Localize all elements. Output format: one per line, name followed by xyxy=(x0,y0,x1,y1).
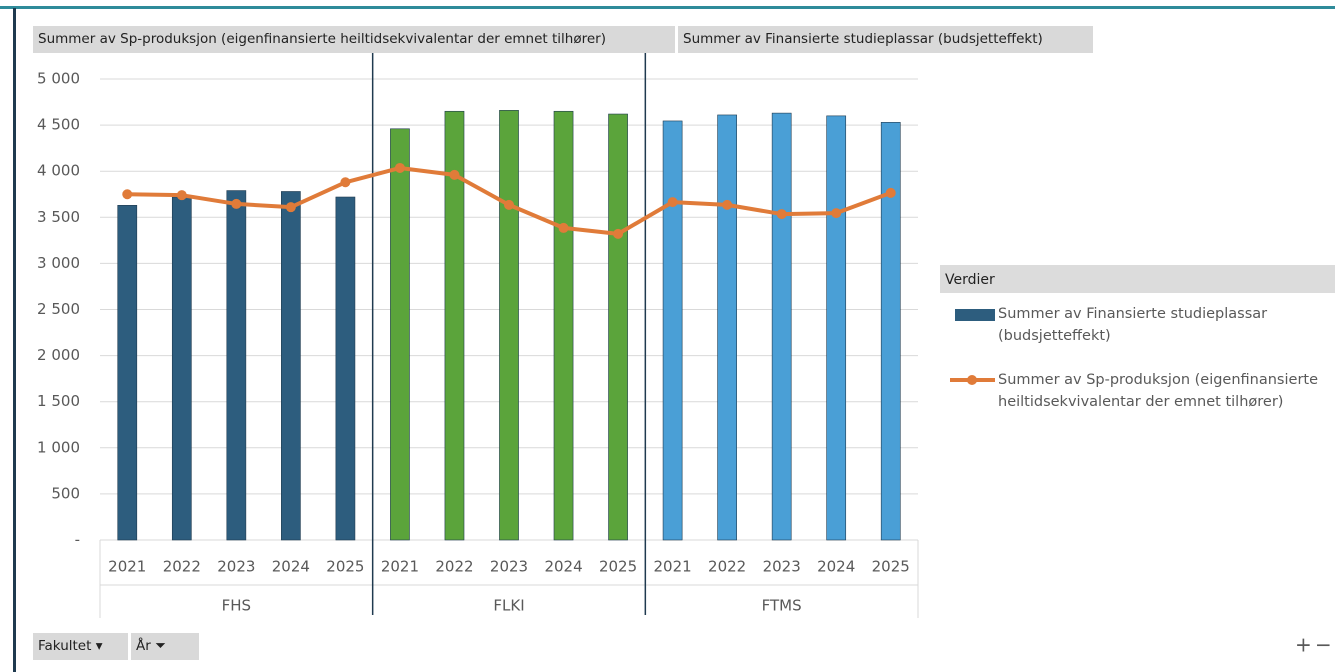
legend-entry: Summer av Sp-produksjon (eigenfinansiert… xyxy=(998,372,1319,410)
bar xyxy=(335,196,356,541)
x-tick-label: 2022 xyxy=(435,558,473,576)
bar xyxy=(117,205,138,541)
x-tick-label: 2021 xyxy=(654,558,692,576)
group-label: FTMS xyxy=(762,597,802,615)
line-marker xyxy=(722,199,733,210)
line-marker xyxy=(776,209,787,220)
line-marker xyxy=(285,202,296,213)
line-marker xyxy=(613,228,624,239)
x-tick-label: 2022 xyxy=(708,558,746,576)
bar xyxy=(608,113,628,541)
x-tick-label: 2025 xyxy=(599,558,637,576)
line-marker xyxy=(176,190,187,201)
legend-header xyxy=(940,265,1335,293)
field-button[interactable]: Summer av Finansierte studieplassar (bud… xyxy=(678,26,1093,53)
bar xyxy=(717,114,737,541)
bar xyxy=(390,128,410,541)
bar xyxy=(226,190,247,541)
x-tick-label: 2023 xyxy=(763,558,801,576)
line-marker xyxy=(667,197,678,208)
line-marker xyxy=(504,199,514,210)
row-field-button[interactable]: Fakultet ▾ xyxy=(33,633,128,660)
legend-entry: Summer av Finansierte studieplassar (bud… xyxy=(998,306,1268,344)
bar xyxy=(444,110,465,541)
line-marker xyxy=(394,162,405,173)
left-border xyxy=(13,8,16,672)
line-marker xyxy=(340,177,351,188)
bar xyxy=(281,191,301,541)
plus-minus[interactable]: + − xyxy=(1295,633,1332,657)
line-marker xyxy=(122,189,133,200)
y-tick-label: 1 000 xyxy=(37,438,80,456)
x-tick-label: 2024 xyxy=(544,558,582,576)
y-tick-label: 3 500 xyxy=(37,208,80,226)
svg-text:−: − xyxy=(1315,633,1332,657)
y-tick-label: 4 000 xyxy=(37,162,80,180)
y-tick-label: 1 500 xyxy=(37,392,80,410)
x-tick-label: 2025 xyxy=(326,558,364,576)
y-tick-label: 3 000 xyxy=(37,254,80,272)
x-tick-label: 2023 xyxy=(490,558,528,576)
x-tick-label: 2022 xyxy=(163,558,201,576)
row-field-button[interactable]: År ⏷ xyxy=(131,633,199,660)
x-tick-label: 2023 xyxy=(217,558,255,576)
line-marker xyxy=(231,198,242,209)
legend-swatch xyxy=(955,309,995,321)
bar xyxy=(171,196,192,541)
bar xyxy=(499,110,519,541)
bar xyxy=(553,110,574,541)
legend-title: Verdier xyxy=(945,272,995,288)
y-tick-label: 500 xyxy=(51,484,80,502)
y-tick-label: 2 500 xyxy=(37,300,80,318)
y-tick-label: 2 000 xyxy=(37,346,80,364)
x-tick-label: 2021 xyxy=(108,558,146,576)
bar xyxy=(662,120,683,541)
svg-text:+: + xyxy=(1295,633,1312,657)
field-button[interactable]: Summer av Sp-produksjon (eigenfinansiert… xyxy=(33,26,675,53)
y-tick-label: - xyxy=(75,531,80,549)
top-border xyxy=(0,6,1335,9)
y-tick-label: 4 500 xyxy=(37,116,80,134)
bar xyxy=(880,122,901,541)
x-tick-label: 2024 xyxy=(817,558,855,576)
x-tick-label: 2021 xyxy=(381,558,419,576)
bar xyxy=(771,112,792,541)
line-marker xyxy=(885,187,896,198)
x-tick-label: 2024 xyxy=(272,558,310,576)
group-label: FHS xyxy=(222,597,251,615)
line-marker xyxy=(558,222,569,233)
line-marker xyxy=(449,169,460,180)
y-tick-label: 5 000 xyxy=(37,70,80,88)
row-field: År xyxy=(136,638,151,654)
x-tick-label: 2025 xyxy=(872,558,910,576)
bar xyxy=(826,115,847,541)
group-label: FLKI xyxy=(493,597,524,615)
legend-swatch xyxy=(967,375,977,385)
row-field: Fakultet xyxy=(38,638,92,654)
line-marker xyxy=(831,208,842,219)
